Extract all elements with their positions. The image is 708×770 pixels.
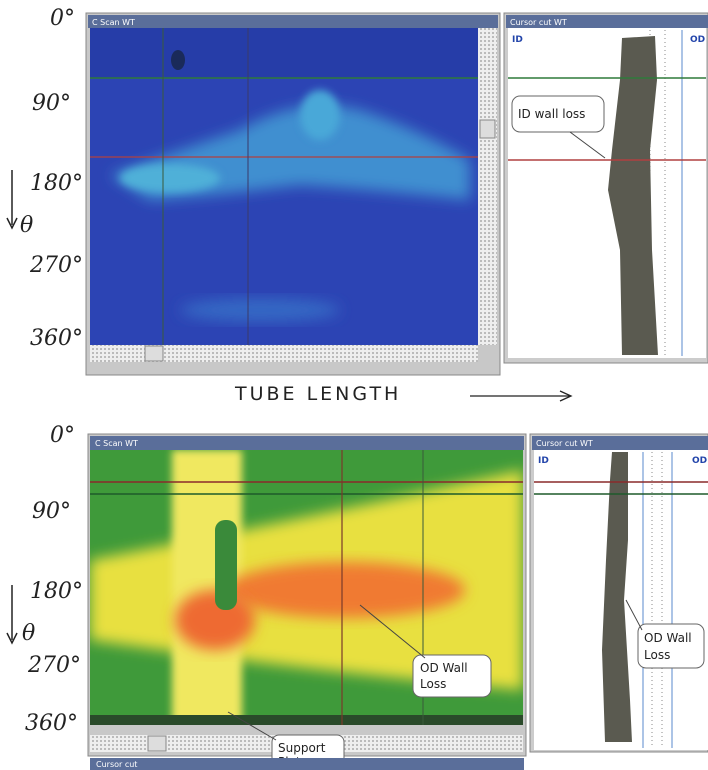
title-text: Cursor cut WT — [510, 18, 567, 27]
callout-text: OD Wall — [644, 631, 692, 645]
bottom-panel: 0° 90° 180° θ 270° 360° C Scan WT Suppor… — [7, 423, 708, 770]
angle-label: 90° — [32, 91, 71, 116]
title-text: C Scan WT — [92, 18, 135, 27]
angle-label: 360° — [30, 326, 83, 351]
callout-text: ID wall loss — [518, 107, 585, 121]
title-text: Cursor cut WT — [536, 439, 593, 448]
theta-label: θ — [22, 621, 35, 646]
title-text: C Scan WT — [95, 439, 138, 448]
callout-text: Loss — [420, 677, 446, 691]
x-axis-label: TUBE LENGTH — [234, 383, 401, 405]
angle-label: 360° — [25, 711, 78, 736]
angle-label: 180° — [30, 579, 83, 604]
angle-label: 270° — [29, 253, 83, 278]
angle-label: 0° — [50, 423, 75, 448]
id-label: ID — [538, 456, 549, 466]
title-text: Cursor cut — [96, 760, 137, 769]
od-label: OD — [692, 456, 707, 466]
angle-label: 270° — [27, 653, 81, 678]
callout-text: Loss — [644, 648, 670, 662]
title-bar — [88, 15, 498, 28]
angle-label: 180° — [30, 171, 83, 196]
od-label: OD — [690, 35, 705, 45]
cscan-image — [90, 28, 478, 345]
v-scrollbar[interactable] — [478, 28, 497, 345]
callout-text: Support — [278, 741, 326, 755]
title-bar — [90, 436, 524, 450]
scroll-thumb[interactable] — [148, 736, 166, 751]
theta-label: θ — [20, 213, 33, 238]
angle-label: 90° — [32, 499, 71, 524]
callout-text: OD Wall — [420, 661, 468, 675]
angle-label: 0° — [50, 6, 75, 31]
figure: 0° 90° 180° θ 270° 360° C Scan WT — [0, 0, 708, 770]
top-panel: 0° 90° 180° θ 270° 360° C Scan WT — [7, 6, 708, 375]
scroll-thumb[interactable] — [480, 120, 495, 138]
title-bar — [90, 758, 524, 770]
scroll-thumb[interactable] — [145, 346, 163, 361]
id-label: ID — [512, 35, 523, 45]
